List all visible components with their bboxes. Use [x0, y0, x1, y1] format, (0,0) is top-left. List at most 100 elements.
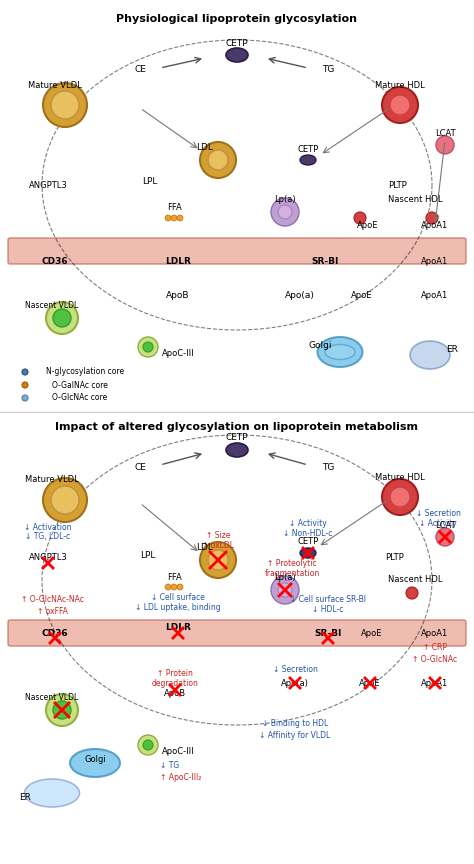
Text: LDLR: LDLR [165, 622, 191, 632]
Text: ↑ Protein: ↑ Protein [157, 669, 193, 677]
Circle shape [200, 142, 236, 178]
Ellipse shape [25, 779, 80, 807]
Text: ↓ Activity: ↓ Activity [419, 518, 457, 528]
Text: ↑ CRP: ↑ CRP [423, 643, 447, 651]
Circle shape [177, 215, 183, 221]
Text: LDL: LDL [197, 143, 213, 153]
Text: CETP: CETP [226, 39, 248, 48]
Text: degradation: degradation [152, 678, 199, 688]
Circle shape [43, 83, 87, 127]
Circle shape [138, 337, 158, 357]
Text: ApoA1: ApoA1 [421, 628, 448, 638]
Text: Mature HDL: Mature HDL [375, 80, 425, 90]
Text: ↑ Size: ↑ Size [206, 530, 230, 539]
Text: ↓ TG, LDL-c: ↓ TG, LDL-c [26, 532, 71, 542]
Text: ApoA1: ApoA1 [421, 220, 448, 230]
Circle shape [278, 583, 292, 597]
Text: CE: CE [134, 66, 146, 74]
Ellipse shape [300, 548, 316, 558]
Text: Impact of altered glycosylation on lipoprotein metabolism: Impact of altered glycosylation on lipop… [55, 422, 419, 432]
Text: ↓ LDL uptake, binding: ↓ LDL uptake, binding [135, 602, 221, 612]
Text: Nascent VLDL: Nascent VLDL [26, 693, 79, 702]
Text: ApoC-III: ApoC-III [162, 747, 195, 757]
Text: LCAT: LCAT [435, 129, 456, 137]
Text: ANGPTL3: ANGPTL3 [28, 181, 67, 189]
Ellipse shape [226, 443, 248, 457]
Text: ApoB: ApoB [164, 689, 186, 697]
Text: ↑ oxFFA: ↑ oxFFA [36, 607, 67, 617]
Text: SR-BI: SR-BI [314, 628, 342, 638]
Text: ↓ Secretion: ↓ Secretion [273, 665, 318, 675]
Text: CD36: CD36 [42, 628, 68, 638]
Circle shape [278, 205, 292, 219]
Text: ApoE: ApoE [357, 220, 379, 230]
Text: ↓ Affinity for VLDL: ↓ Affinity for VLDL [259, 730, 331, 740]
Text: PLTP: PLTP [389, 181, 407, 189]
Circle shape [46, 302, 78, 334]
Text: ↑ O-GlcNAc-NAc: ↑ O-GlcNAc-NAc [20, 595, 83, 605]
Circle shape [22, 369, 28, 375]
Text: ApoA1: ApoA1 [421, 290, 448, 300]
Text: ↓ Activation: ↓ Activation [24, 523, 72, 531]
Text: CETP: CETP [297, 144, 319, 154]
Text: ↓ Cell surface SR-BI: ↓ Cell surface SR-BI [290, 595, 366, 605]
Text: ↓ HDL-c: ↓ HDL-c [312, 606, 344, 614]
Text: Mature VLDL: Mature VLDL [25, 475, 79, 485]
Text: ANGPTL3: ANGPTL3 [28, 552, 67, 562]
Circle shape [138, 735, 158, 755]
Text: ER: ER [446, 346, 458, 354]
Text: LDLR: LDLR [165, 257, 191, 266]
Text: ↑ Proteolytic: ↑ Proteolytic [267, 558, 317, 568]
Ellipse shape [300, 155, 316, 165]
Text: ↓ Secretion: ↓ Secretion [416, 509, 460, 518]
Circle shape [51, 91, 79, 119]
Text: ↓ Cell surface: ↓ Cell surface [151, 593, 205, 601]
Text: O-GalNAc core: O-GalNAc core [52, 380, 108, 390]
Circle shape [143, 342, 153, 352]
Circle shape [46, 694, 78, 726]
Text: CE: CE [134, 462, 146, 472]
Ellipse shape [226, 48, 248, 62]
Text: ApoE: ApoE [351, 290, 373, 300]
Text: O-GlcNAc core: O-GlcNAc core [52, 393, 108, 403]
Text: CETP: CETP [297, 537, 319, 547]
Circle shape [22, 382, 28, 388]
Text: ER: ER [19, 792, 31, 802]
Text: LPL: LPL [142, 177, 158, 187]
Circle shape [43, 478, 87, 522]
Text: ↓ Non-HDL-c: ↓ Non-HDL-c [283, 529, 333, 537]
Circle shape [271, 576, 299, 604]
Text: ApoA1: ApoA1 [421, 678, 448, 688]
Circle shape [165, 215, 171, 221]
Circle shape [382, 87, 418, 123]
Text: Apo(a): Apo(a) [281, 678, 309, 688]
Text: N-glycosylation core: N-glycosylation core [46, 367, 124, 377]
Circle shape [177, 584, 183, 590]
Text: LPL: LPL [140, 550, 155, 560]
Text: Physiological lipoprotein glycosylation: Physiological lipoprotein glycosylation [117, 14, 357, 24]
Text: ApoE: ApoE [359, 678, 381, 688]
Text: CD36: CD36 [42, 257, 68, 266]
Text: ApoC-III: ApoC-III [162, 350, 195, 359]
FancyBboxPatch shape [8, 620, 466, 646]
Text: LDL: LDL [197, 543, 213, 552]
Text: Golgi: Golgi [308, 340, 332, 350]
Circle shape [354, 212, 366, 224]
Circle shape [271, 198, 299, 226]
Text: Lp(a): Lp(a) [274, 574, 296, 582]
Circle shape [436, 136, 454, 154]
Text: Mature VLDL: Mature VLDL [28, 80, 82, 90]
Text: Mature HDL: Mature HDL [375, 473, 425, 481]
Text: CETP: CETP [226, 434, 248, 442]
Circle shape [436, 528, 454, 546]
Text: FFA: FFA [168, 204, 182, 213]
FancyBboxPatch shape [8, 238, 466, 264]
Ellipse shape [318, 337, 363, 367]
Text: ↑ oxLDL: ↑ oxLDL [202, 541, 234, 550]
Circle shape [390, 487, 410, 507]
Text: TG: TG [322, 462, 334, 472]
Text: ↑ O-GlcNAc: ↑ O-GlcNAc [412, 655, 457, 664]
Circle shape [200, 542, 236, 578]
Text: Nascent HDL: Nascent HDL [388, 575, 442, 585]
Circle shape [51, 486, 79, 514]
